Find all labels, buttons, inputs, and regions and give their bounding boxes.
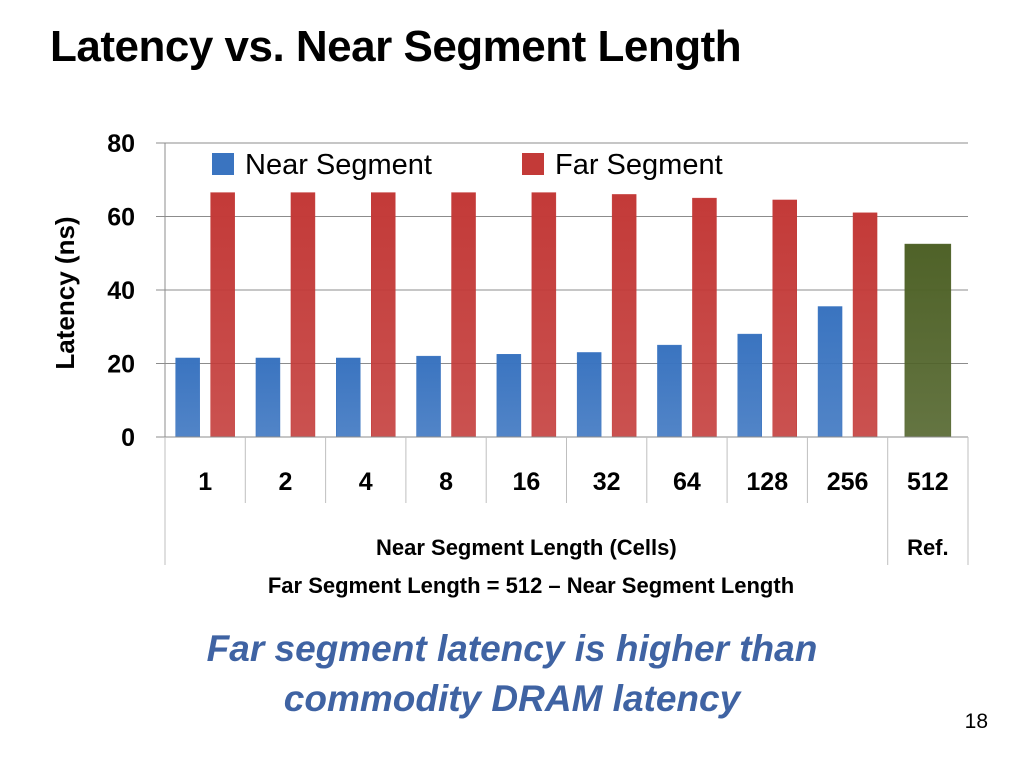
x-tick-label: 8 <box>439 468 453 496</box>
bar-far-segment-256 <box>852 212 878 438</box>
bar-near-segment-2 <box>255 357 281 438</box>
y-axis: 0 20 40 60 80 <box>107 130 166 452</box>
bar-near-segment-4 <box>336 357 361 438</box>
bar-far-segment-8 <box>451 192 476 438</box>
bar-near-segment-256 <box>817 306 843 438</box>
slide-title: Latency vs. Near Segment Length <box>50 22 742 71</box>
slide-number: 18 <box>964 710 988 733</box>
x-group-label: Ref. <box>907 535 949 560</box>
x-tick-label: 1 <box>198 468 212 496</box>
y-tick-label: 80 <box>107 130 135 158</box>
bar-near-segment-32 <box>576 352 602 438</box>
takeaway-line-2: commodity DRAM latency <box>283 678 741 719</box>
bar-far-segment-64 <box>692 197 717 438</box>
x-tick-label: 32 <box>593 468 621 496</box>
x-tick-label: 128 <box>746 468 788 496</box>
takeaway-line-1: Far segment latency is higher than <box>206 628 818 669</box>
bar-near-segment-128 <box>737 333 762 438</box>
legend-label: Far Segment <box>555 149 723 181</box>
legend-swatch <box>212 153 234 175</box>
x-tick-label: 4 <box>359 468 373 496</box>
x-axis-title: Far Segment Length = 512 – Near Segment … <box>268 573 794 598</box>
x-tick-label: 16 <box>512 468 540 496</box>
bar-chart: 0 20 40 60 80 Latency (ns) 1 2 4 8 16 32 64 128 256 5… <box>50 130 969 598</box>
bar-far-segment-2 <box>290 192 316 438</box>
takeaway-message: Far segment latency is higher than commo… <box>150 624 874 724</box>
bar-near-segment-16 <box>496 354 522 438</box>
chart-legend: Near Segment Far Segment <box>212 149 723 181</box>
y-tick-label: 40 <box>107 277 135 305</box>
legend-swatch <box>522 153 544 175</box>
bar-far-segment-16 <box>531 192 557 438</box>
bar-near-segment-64 <box>657 344 682 438</box>
y-tick-label: 60 <box>107 204 135 232</box>
bar-series <box>175 192 952 438</box>
y-tick-label: 20 <box>107 351 135 379</box>
y-tick-label: 0 <box>121 424 135 452</box>
x-tick-label: 512 <box>907 468 949 496</box>
x-tick-label: 256 <box>827 468 869 496</box>
bar-far-segment-1 <box>210 192 235 438</box>
x-axis: 1 2 4 8 16 32 64 128 256 512 Near Segment Length (… <box>164 436 969 565</box>
bar-far-segment-4 <box>371 192 396 438</box>
y-axis-title: Latency (ns) <box>50 216 80 369</box>
x-tick-label: 64 <box>673 468 701 496</box>
bar-near-segment-1 <box>175 357 200 438</box>
bar-reference-512 <box>904 243 952 438</box>
x-tick-label: 2 <box>278 468 292 496</box>
bar-near-segment-8 <box>416 355 441 438</box>
bar-far-segment-32 <box>611 194 637 438</box>
x-group-label: Near Segment Length (Cells) <box>376 535 677 560</box>
bar-far-segment-128 <box>772 199 797 438</box>
legend-label: Near Segment <box>245 149 432 181</box>
